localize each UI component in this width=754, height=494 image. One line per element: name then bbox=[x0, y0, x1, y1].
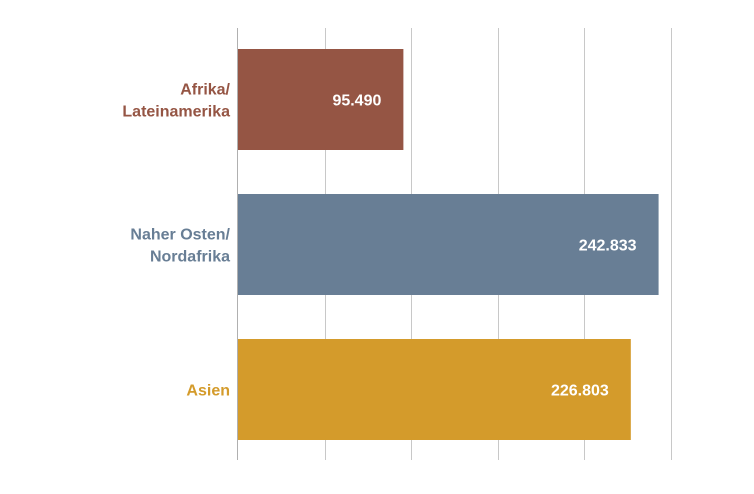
bar-value-label: 95.490 bbox=[332, 93, 381, 110]
bar-2 bbox=[238, 194, 659, 295]
bar-3 bbox=[238, 339, 631, 440]
category-label-line: Lateinamerika bbox=[122, 104, 230, 121]
category-label-line: Asien bbox=[186, 383, 230, 400]
bar-value-label: 242.833 bbox=[579, 238, 637, 255]
category-label-line: Nordafrika bbox=[150, 249, 230, 266]
bar-1 bbox=[238, 49, 404, 150]
category-label-line: Naher Osten/ bbox=[130, 227, 230, 244]
bar-value-label: 226.803 bbox=[551, 383, 609, 400]
category-label: Asien bbox=[186, 383, 230, 400]
category-label: Naher Osten/Nordafrika bbox=[130, 227, 230, 266]
category-label-line: Afrika/ bbox=[180, 82, 230, 99]
category-label: Afrika/Lateinamerika bbox=[122, 82, 230, 121]
